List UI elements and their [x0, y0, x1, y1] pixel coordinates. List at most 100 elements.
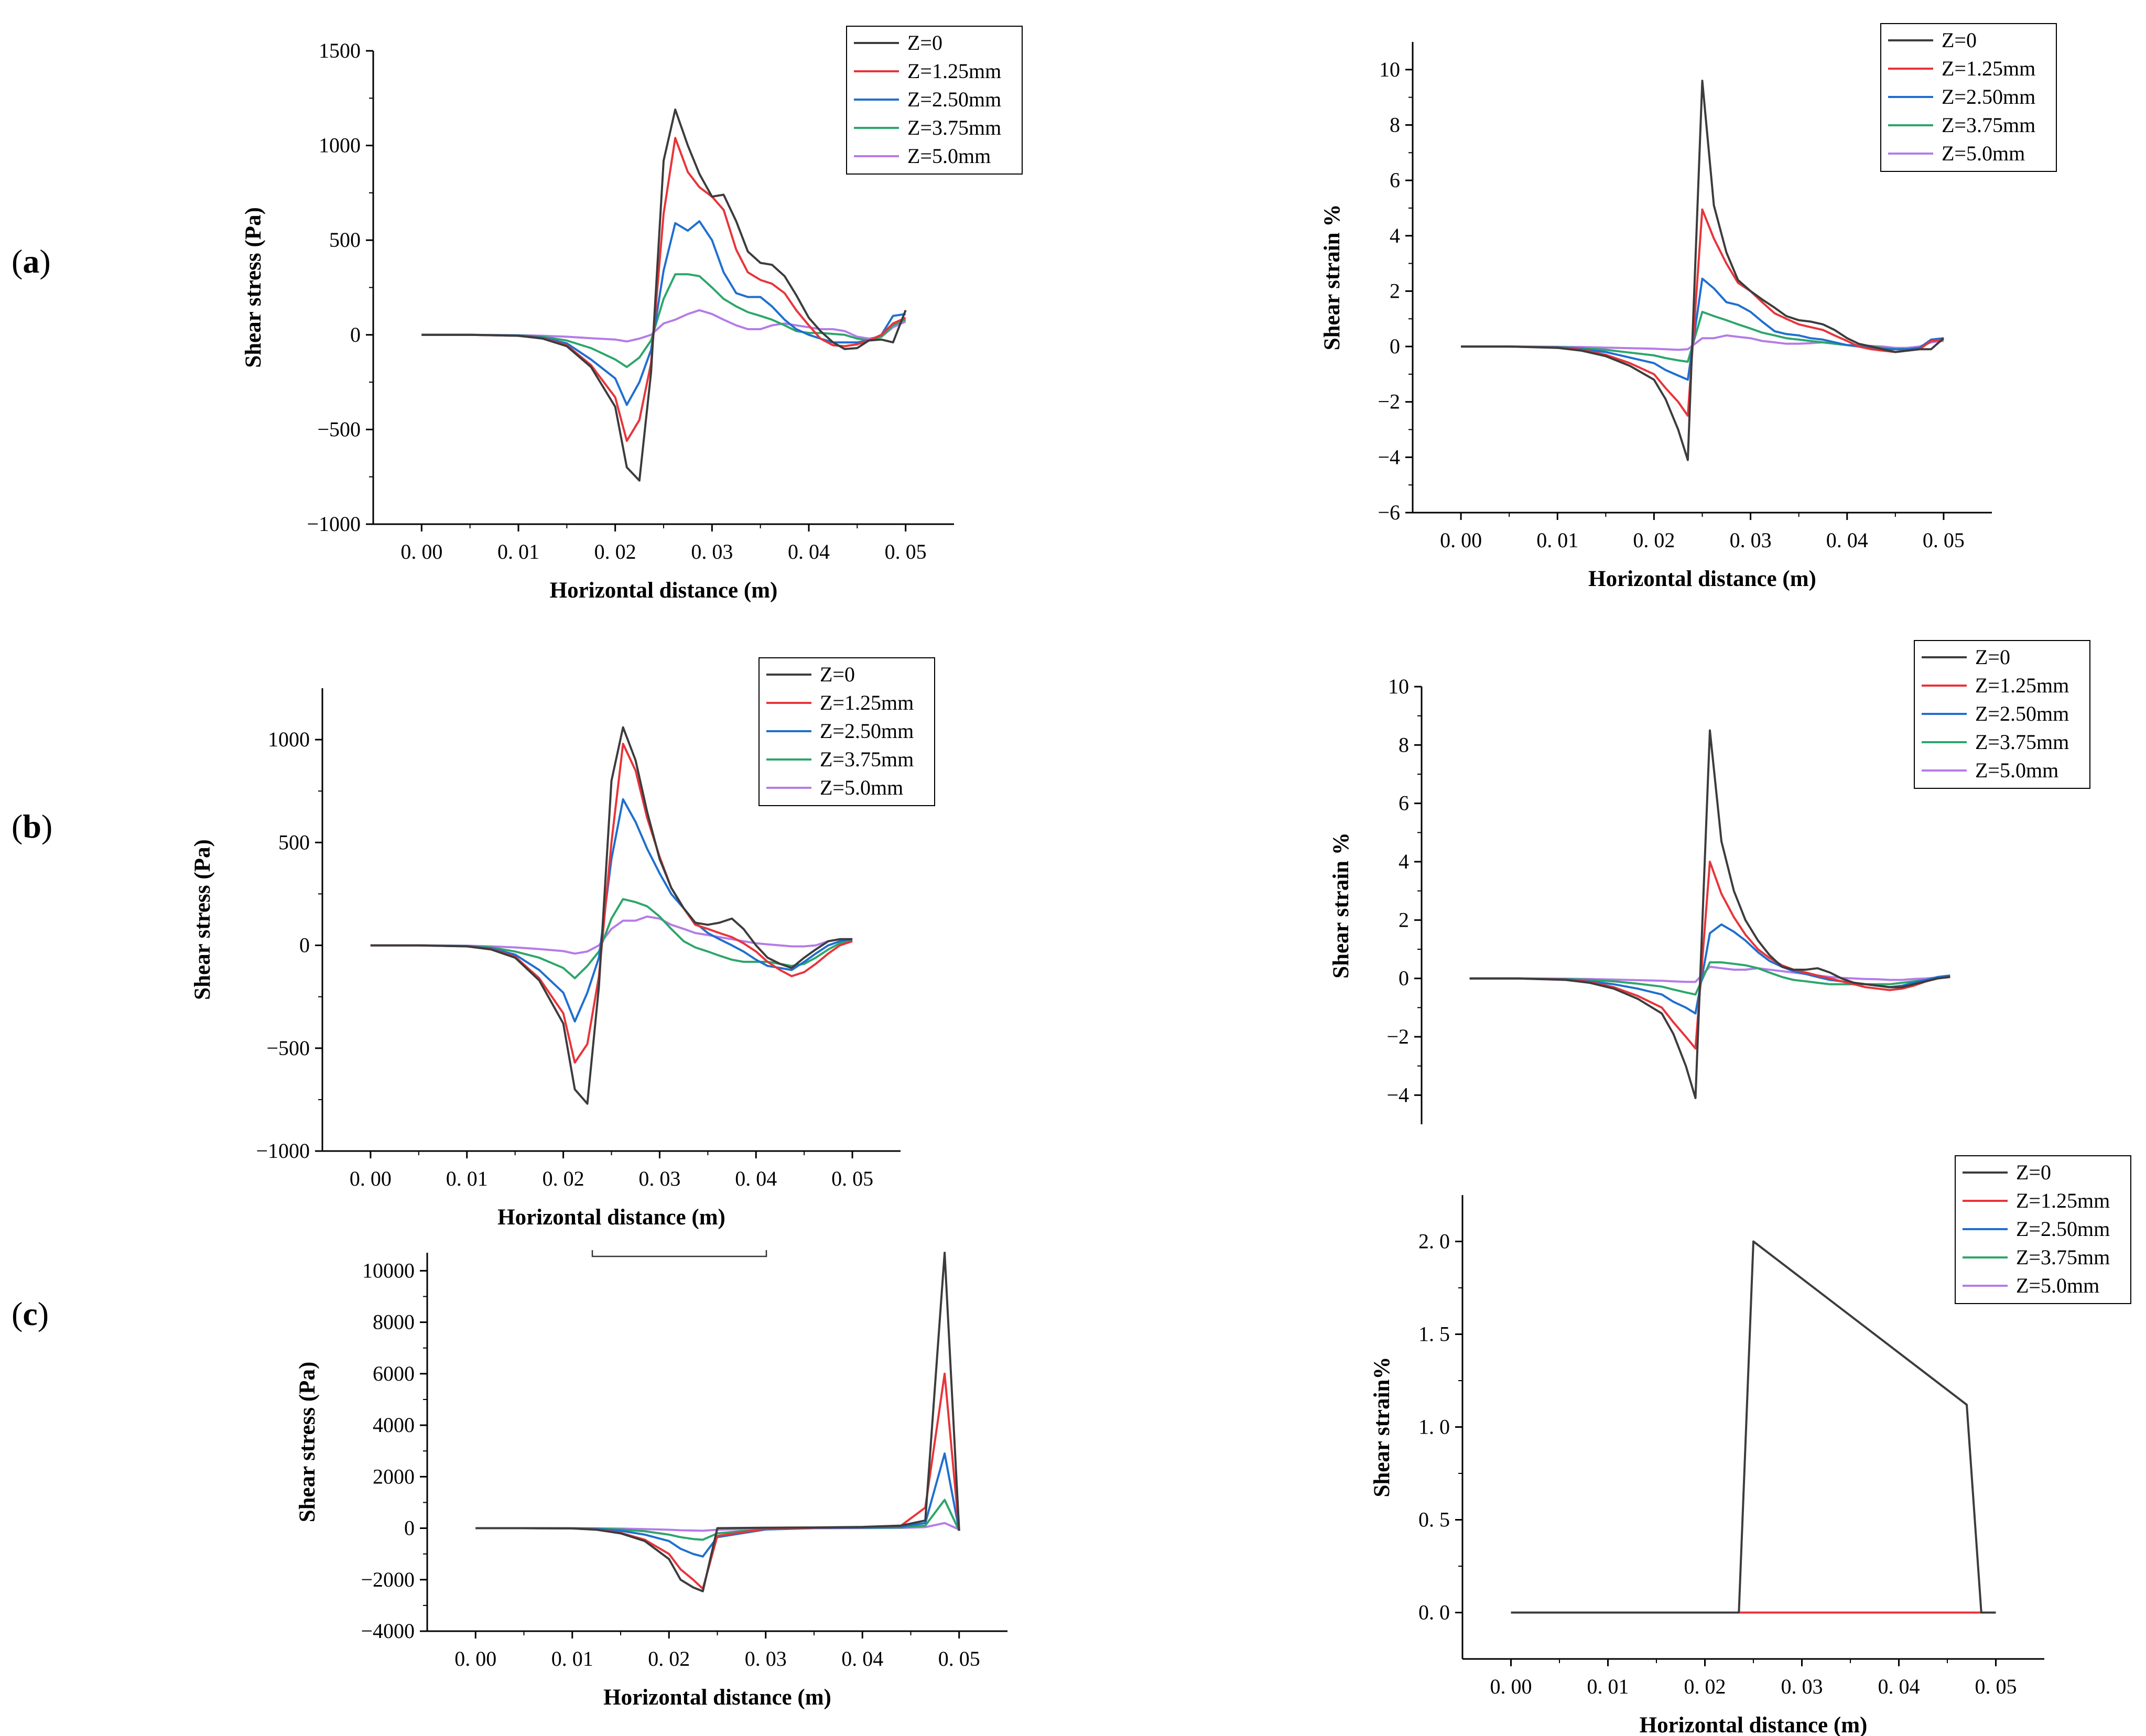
- legend-label: Z=5.0mm: [1975, 758, 2058, 782]
- x-tick-label: 0. 03: [1781, 1675, 1823, 1698]
- legend-label: Z=3.75mm: [907, 116, 1001, 139]
- x-tick-label: 0. 04: [1878, 1675, 1920, 1698]
- legend-label: Z=3.75mm: [1942, 113, 2035, 137]
- y-tick-label: −4: [1386, 1083, 1409, 1106]
- series-line-z-0: [475, 1252, 960, 1592]
- y-tick-label: −1000: [256, 1139, 310, 1163]
- legend-label: Z=5.0mm: [2016, 1274, 2099, 1297]
- y-tick-label: −2000: [361, 1568, 415, 1591]
- x-tick-label: 0. 04: [788, 540, 830, 563]
- x-tick-label: 0. 01: [497, 540, 539, 563]
- series-line-z-0: [1469, 729, 1950, 1099]
- x-tick-label: 0. 02: [594, 540, 636, 563]
- x-tick-label: 0. 01: [1587, 1675, 1629, 1698]
- x-tick-label: 0. 05: [885, 540, 927, 563]
- x-tick-label: 0. 00: [400, 540, 442, 563]
- legend-label: Z=1.25mm: [2016, 1189, 2110, 1212]
- x-tick-label: 0. 04: [1826, 528, 1868, 552]
- x-axis-title: Horizontal distance (m): [497, 1205, 725, 1230]
- panel-label-b-close: ): [41, 808, 53, 845]
- panel-label-c-close: ): [37, 1295, 49, 1332]
- series-line-z-5-0mm: [1461, 334, 1944, 351]
- y-tick-label: −2: [1386, 1025, 1409, 1048]
- chart-a-stress: −1000 −500 0 500 1000 1500 0. 00 0. 01 0. 02 0. 0…: [241, 26, 1023, 603]
- y-tick-label: 4: [1399, 850, 1409, 873]
- bracket-artifact: [591, 1250, 767, 1257]
- x-tick-label: 0. 00: [454, 1647, 496, 1670]
- x-tick-label: 0. 05: [831, 1167, 873, 1190]
- x-tick-label: 0. 05: [1975, 1675, 2017, 1698]
- legend: Z=0 Z=1.25mm Z=2.50mm Z=3.75mm Z=5.0mm: [846, 26, 1023, 175]
- y-tick-label: 0: [350, 323, 361, 346]
- legend-label: Z=1.25mm: [820, 691, 914, 714]
- y-tick-label: 1500: [319, 39, 361, 62]
- series-line-z-1-25mm: [421, 137, 906, 442]
- y-tick-label: 10: [1388, 675, 1409, 698]
- x-tick-label: 0. 00: [1490, 1675, 1532, 1698]
- y-tick-label: 1. 0: [1418, 1415, 1450, 1439]
- y-tick-label: 2: [1399, 908, 1409, 931]
- legend: Z=0 Z=1.25mm Z=2.50mm Z=3.75mm Z=5.0mm: [1880, 23, 2057, 172]
- y-axis-title: Shear strain%: [1370, 1357, 1394, 1498]
- y-tick-label: −2: [1378, 390, 1400, 414]
- legend-label: Z=5.0mm: [907, 144, 991, 168]
- y-axis-title: Shear strain %: [1320, 204, 1345, 351]
- y-tick-label: 2: [1390, 279, 1400, 302]
- series-line-z-3-75mm: [1469, 961, 1950, 996]
- series-line-z-2-50mm: [421, 220, 906, 406]
- x-tick-label: 0. 00: [350, 1167, 392, 1190]
- y-axis-title: Shear stress (Pa): [295, 1362, 320, 1523]
- x-tick-label: 0. 03: [638, 1167, 680, 1190]
- y-tick-label: 0: [1399, 967, 1409, 990]
- series-line-z-0: [370, 726, 853, 1105]
- y-tick-label: 2. 0: [1418, 1230, 1450, 1253]
- y-tick-label: 0: [404, 1516, 415, 1540]
- y-tick-label: 8: [1390, 113, 1400, 136]
- x-tick-label: 0. 01: [551, 1647, 593, 1670]
- x-tick-label: 0. 04: [841, 1647, 883, 1670]
- legend-label: Z=5.0mm: [820, 776, 903, 799]
- panel-label-a-close: ): [39, 243, 51, 280]
- y-tick-label: −500: [266, 1036, 310, 1060]
- y-axis-title: Shear stress (Pa): [190, 839, 215, 1000]
- series-line-z-1-25mm: [1461, 208, 1944, 417]
- series-line-z-3-75mm: [475, 1499, 960, 1541]
- x-tick-label: 0. 02: [1684, 1675, 1726, 1698]
- legend-label: Z=3.75mm: [2016, 1245, 2110, 1269]
- series-line-z-2-50mm: [1461, 277, 1944, 381]
- series-line-z-5-0mm: [421, 309, 906, 343]
- x-tick-label: 0. 01: [446, 1167, 488, 1190]
- series-line-z-0: [421, 108, 907, 482]
- y-tick-label: −6: [1378, 501, 1400, 524]
- y-tick-label: 6000: [373, 1362, 415, 1385]
- x-tick-label: 0. 02: [648, 1647, 690, 1670]
- y-tick-label: 10000: [362, 1258, 415, 1282]
- y-tick-label: −500: [317, 417, 361, 441]
- legend-label: Z=1.25mm: [907, 59, 1001, 83]
- y-axis-title: Shear stress (Pa): [241, 207, 266, 368]
- x-axis-title: Horizontal distance (m): [1588, 567, 1816, 591]
- chart-a-strain: −6 −4 −2 0 2 4 6 8 10 0. 00 0. 01 0. 02 0. 03 0. 04 0.…: [1320, 23, 2057, 591]
- chart-b-stress: −1000 −500 0 500 1000 0. 00 0. 01 0. 02 0. 03 0. …: [190, 657, 935, 1230]
- y-tick-label: 8000: [373, 1310, 415, 1334]
- legend-label: Z=2.50mm: [1942, 85, 2035, 108]
- legend-label: Z=0: [1942, 28, 1977, 52]
- y-tick-label: 2000: [373, 1464, 415, 1488]
- chart-c-stress: −4000 −2000 0 2000 4000 6000 8000 10000 0. 00 0. …: [295, 1252, 1007, 1710]
- legend-label: Z=0: [1975, 645, 2010, 669]
- legend-label: Z=1.25mm: [1942, 57, 2035, 80]
- series-line-z-5-0mm: [370, 915, 853, 955]
- legend: Z=0 Z=1.25mm Z=2.50mm Z=3.75mm Z=5.0mm: [1914, 640, 2090, 789]
- series-line-z-1-25mm: [1469, 861, 1950, 1050]
- x-tick-label: 0. 02: [543, 1167, 584, 1190]
- y-tick-label: −4: [1378, 445, 1400, 469]
- y-tick-label: 500: [329, 228, 361, 252]
- y-tick-label: 500: [278, 830, 310, 854]
- y-axis-title: Shear strain %: [1329, 832, 1353, 979]
- panel-label-b-letter: b: [23, 808, 41, 845]
- y-tick-label: 1. 5: [1418, 1322, 1450, 1346]
- x-tick-label: 0. 00: [1440, 528, 1482, 552]
- panel-label-c-letter: c: [23, 1295, 38, 1332]
- panel-label-b-open: (: [12, 808, 23, 845]
